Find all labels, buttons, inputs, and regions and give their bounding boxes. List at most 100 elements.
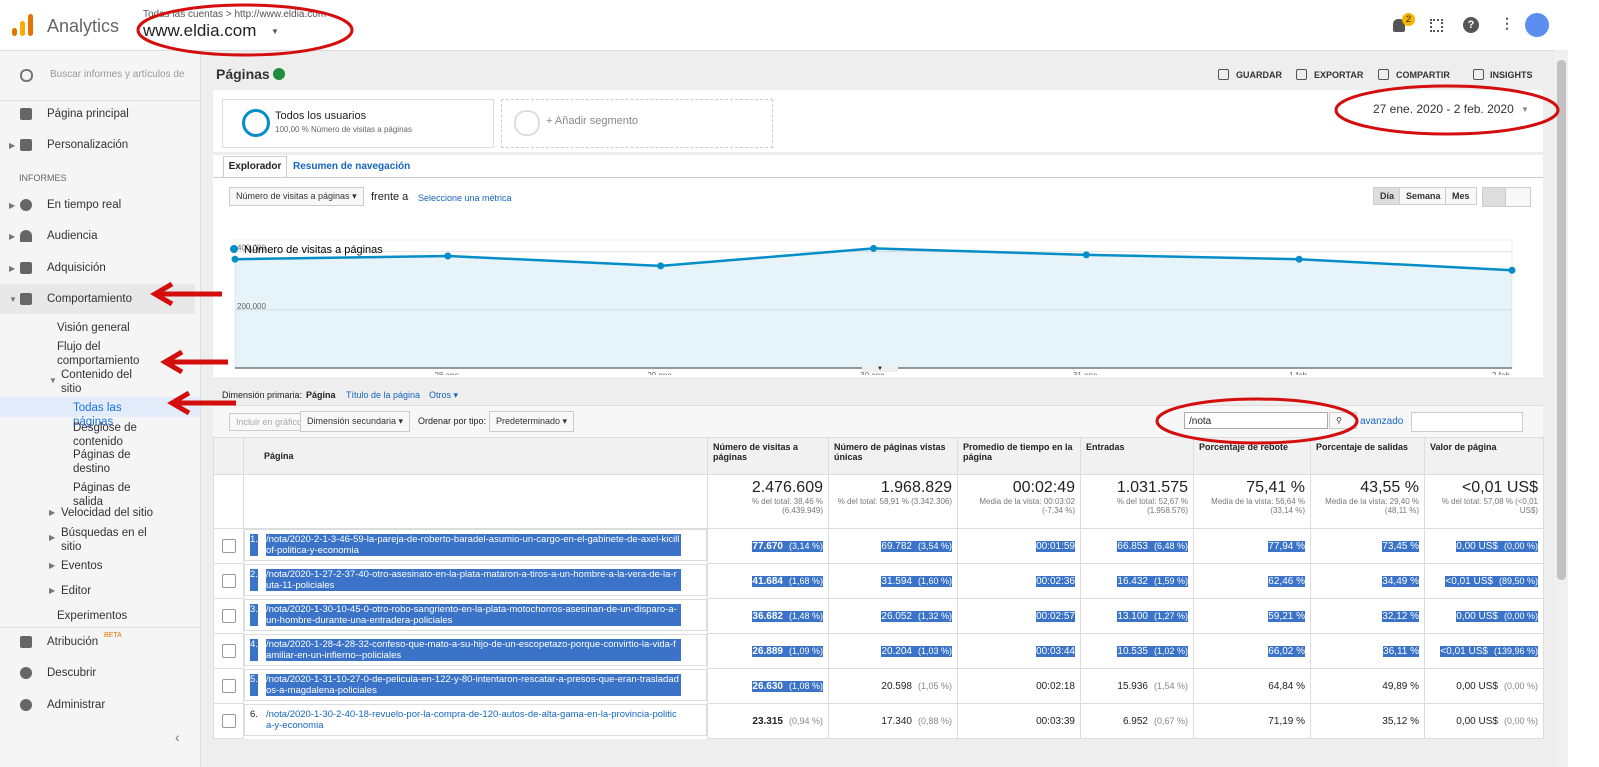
nav-subitem[interactable]: Desglose de contenido xyxy=(73,422,137,448)
scrollbar[interactable] xyxy=(1555,50,1568,767)
period-button[interactable]: Mes xyxy=(1445,187,1477,205)
metric-wrap: 59,21 % xyxy=(1268,610,1305,622)
breadcrumb[interactable]: Todas las cuentas > http://www.eldia.com xyxy=(143,9,327,20)
nav-subitem[interactable]: Visión general xyxy=(57,322,130,334)
nav-subitem[interactable]: Páginas de destino xyxy=(73,449,131,475)
plot-button[interactable]: Incluir en gráfico xyxy=(229,413,310,431)
property-selector[interactable]: www.eldia.com xyxy=(143,21,257,40)
nav-subitem-selected[interactable]: Todas las páginas xyxy=(73,402,122,428)
page-link[interactable]: /nota/2020-1-30-10-45-0-otro-robo-sangri… xyxy=(265,603,681,626)
header-action[interactable]: INSIGHTS xyxy=(1490,70,1533,80)
column-header[interactable]: Valor de página xyxy=(1424,437,1544,475)
period-button[interactable]: Semana xyxy=(1399,187,1448,205)
metric-percent: (3,14 %) xyxy=(788,540,823,551)
metric-wrap: 77.670 (3,14 %) xyxy=(752,540,823,552)
filter-input[interactable]: /nota xyxy=(1184,412,1328,429)
tab[interactable]: Resumen de navegación xyxy=(293,161,411,172)
header-action[interactable]: COMPARTIR xyxy=(1396,70,1450,80)
apps-icon[interactable] xyxy=(1430,19,1443,32)
expand-arrow: ▶ xyxy=(9,141,16,150)
nav-subitem[interactable]: Flujo del comportamiento xyxy=(57,341,140,367)
search-box[interactable]: Buscar informes y artículos de xyxy=(50,69,185,80)
help-icon[interactable]: ? xyxy=(1463,17,1479,33)
column-header[interactable]: Porcentaje de rebote xyxy=(1193,437,1311,475)
column-header[interactable]: Porcentaje de salidas xyxy=(1310,437,1425,475)
page-link[interactable]: /nota/2020-1-30-2-40-18-revuelo-por-la-c… xyxy=(265,708,677,731)
select-metric[interactable]: Seleccione una métrica xyxy=(418,193,512,203)
nav-item[interactable]: Comportamiento xyxy=(47,293,133,305)
nav-item[interactable]: Descubrir xyxy=(47,667,97,679)
checkbox[interactable] xyxy=(221,644,236,658)
select-all[interactable] xyxy=(213,437,244,475)
nav-item[interactable]: En tiempo real xyxy=(47,199,122,211)
tab-active[interactable]: Explorador xyxy=(223,156,287,178)
checkbox[interactable] xyxy=(221,609,236,623)
view-toggles[interactable] xyxy=(1411,412,1523,432)
column-header[interactable]: Entradas xyxy=(1080,437,1194,475)
checkbox[interactable] xyxy=(221,574,236,588)
dimension-option[interactable]: Otros ▾ xyxy=(429,390,459,400)
date-range[interactable]: 27 ene. 2020 - 2 feb. 2020 xyxy=(1373,102,1514,116)
metric-percent: (1,05 %) xyxy=(917,680,952,691)
add-segment-label[interactable]: + Añadir segmento xyxy=(546,115,639,127)
nav-subitem[interactable]: Eventos xyxy=(61,560,103,572)
dimension-option[interactable]: Título de la página xyxy=(346,390,421,400)
nav-subitem[interactable]: Velocidad del sitio xyxy=(61,507,154,519)
page-link[interactable]: /nota/2020-1-31-10-27-0-de-pelicula-en-1… xyxy=(265,673,681,696)
header-action[interactable]: GUARDAR xyxy=(1236,70,1282,80)
nav-subitem[interactable]: Contenido del sitio xyxy=(61,369,132,395)
chart-resize[interactable]: ▼ xyxy=(862,366,898,372)
more-icon[interactable]: ⋮ xyxy=(1500,15,1514,31)
header-action[interactable]: EXPORTAR xyxy=(1314,70,1364,80)
total-value: 00:02:49 xyxy=(1012,479,1075,496)
add-segment[interactable] xyxy=(501,99,773,148)
nav-subitem[interactable]: Experimentos xyxy=(57,610,128,622)
nav-subitem[interactable]: Páginas de salida xyxy=(73,482,131,508)
metric-value: 00:02:36 xyxy=(1036,575,1075,587)
total-value: 1.968.829 xyxy=(880,479,952,496)
column-header[interactable]: Promedio de tiempo en la página xyxy=(957,437,1081,475)
filter-search[interactable]: ⚲ xyxy=(1329,412,1357,429)
sort-dropdown[interactable]: Predeterminado ▾ xyxy=(489,411,575,432)
nav-item[interactable]: Administrar xyxy=(47,699,106,711)
nav-item[interactable]: Personalización xyxy=(47,139,129,151)
motion-chart-toggle[interactable] xyxy=(1505,187,1531,207)
advanced-filter[interactable]: avanzado xyxy=(1360,416,1404,427)
column-header[interactable]: Número de páginas vistas únicas xyxy=(828,437,958,475)
nav-subitem[interactable]: Búsquedas en el sitio xyxy=(61,527,147,553)
nav-item[interactable]: Adquisición xyxy=(47,262,106,274)
collapse-sidebar[interactable]: ‹ xyxy=(175,729,180,745)
logo xyxy=(12,14,34,36)
metric-value: 26.889 xyxy=(752,645,783,657)
page-link[interactable]: /nota/2020-1-28-4-28-32-confeso-que-mato… xyxy=(265,638,681,661)
nav-item[interactable]: Atribución xyxy=(47,636,99,648)
page-link[interactable]: /nota/2020-1-27-2-37-40-otro-asesinato-e… xyxy=(265,568,681,591)
metric-percent: (0,00 %) xyxy=(1503,680,1538,691)
column-header[interactable]: Número de visitas a páginas xyxy=(707,437,829,475)
metric-cell: 73,45 % xyxy=(1310,528,1425,564)
avatar[interactable] xyxy=(1525,13,1549,37)
page-cell: 6. /nota/2020-1-30-2-40-18-revuelo-por-la… xyxy=(244,703,707,736)
metric-cell: 77.670 (3,14 %) xyxy=(707,528,829,564)
checkbox[interactable] xyxy=(221,714,236,728)
page-link[interactable]: /nota/2020-2-1-3-46-59-la-pareja-de-robe… xyxy=(265,534,681,556)
nav-subitem[interactable]: Editor xyxy=(61,585,92,597)
behavior-icon xyxy=(20,293,32,305)
metric-wrap: 71,19 % xyxy=(1268,716,1305,727)
column-header[interactable]: Página xyxy=(243,437,708,475)
metric-wrap: 69.782 (3,54 %) xyxy=(881,540,952,552)
checkbox[interactable] xyxy=(221,539,236,553)
nav-item[interactable]: Página principal xyxy=(47,108,129,120)
legend-label: Número de visitas a páginas xyxy=(244,244,383,256)
metric-wrap: 26.630 (1,08 %) xyxy=(752,680,823,692)
checkbox[interactable] xyxy=(221,679,236,693)
secondary-dimension[interactable]: Dimensión secundaria ▾ xyxy=(300,411,411,432)
metric-cell: 20.598 (1,05 %) xyxy=(828,668,958,704)
metric-dropdown[interactable]: Número de visitas a páginas ▾ xyxy=(229,187,364,206)
metric-wrap: 00:02:18 xyxy=(1036,681,1075,692)
verified-icon xyxy=(273,68,285,80)
nav-item[interactable]: Audiencia xyxy=(47,230,98,242)
total-detail: % del total: 52,67 % (1.958.576) xyxy=(1116,497,1188,515)
app-name: Analytics xyxy=(47,16,120,36)
period-button[interactable]: Día xyxy=(1373,187,1402,205)
